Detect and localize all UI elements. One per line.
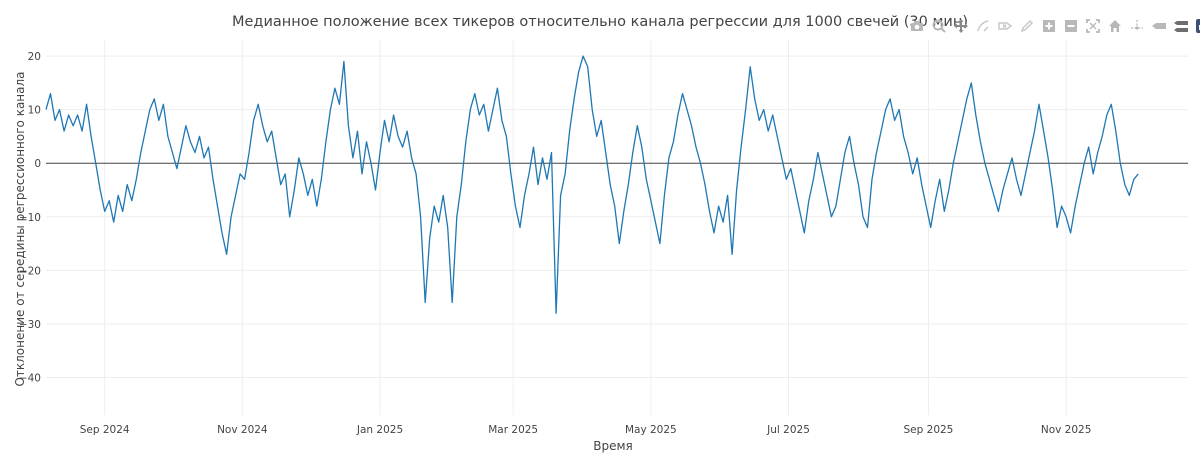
zoom-out-icon <box>1065 20 1077 32</box>
autoscale-button[interactable] <box>1082 16 1104 36</box>
zoom-button[interactable] <box>928 16 950 36</box>
x-tick-label: May 2025 <box>625 424 677 436</box>
y-axis-ticks: 20 10 0 −10 −20 −30 −40 <box>19 51 41 384</box>
x-tick-label: Sep 2024 <box>80 424 130 436</box>
plot-area[interactable] <box>45 55 1139 314</box>
reset-axes-button[interactable] <box>1104 16 1126 36</box>
x-tick-label: Jul 2025 <box>766 424 810 436</box>
spike-lines-button[interactable] <box>1126 16 1148 36</box>
y-tick-label: −40 <box>19 373 41 385</box>
autoscale-icon <box>1086 19 1100 33</box>
x-tick-label: Mar 2025 <box>488 424 538 436</box>
y-tick-label: 0 <box>34 158 41 170</box>
zoom-in-icon <box>1043 20 1055 32</box>
pan-button[interactable] <box>950 16 972 36</box>
plotly-logo-icon <box>1196 19 1200 33</box>
hover-compare-icon <box>1174 21 1188 32</box>
pan-icon <box>954 19 968 33</box>
hover-closest-icon <box>1152 23 1166 29</box>
camera-icon <box>911 21 923 31</box>
modebar <box>906 16 1200 36</box>
y-tick-label: −30 <box>19 319 41 331</box>
x-tick-label: Nov 2024 <box>217 424 268 436</box>
y-tick-label: 10 <box>28 105 41 117</box>
x-gridlines <box>104 40 1067 415</box>
x-axis-title: Время <box>593 439 633 453</box>
y-gridlines <box>46 55 1188 378</box>
x-tick-label: Sep 2025 <box>904 424 954 436</box>
y-tick-label: 20 <box>28 51 41 63</box>
draw-button[interactable] <box>1016 16 1038 36</box>
lasso-select-icon <box>998 22 1013 30</box>
y-tick-label: −20 <box>19 265 41 277</box>
y-axis-title: Отклонение от середины регрессионного ка… <box>13 71 27 386</box>
zoom-icon <box>932 19 946 33</box>
zoom-in-button[interactable] <box>1038 16 1060 36</box>
draw-icon <box>1020 19 1034 33</box>
series-line <box>45 55 1139 314</box>
x-tick-label: Nov 2025 <box>1041 424 1092 436</box>
box-select-icon <box>977 20 989 32</box>
camera-button[interactable] <box>906 16 928 36</box>
chart-title: Медианное положение всех тикеров относит… <box>232 14 968 30</box>
plotly-logo-button[interactable] <box>1192 16 1200 36</box>
spike-lines-icon <box>1131 20 1143 30</box>
y-tick-label: −10 <box>19 212 41 224</box>
hover-closest-button[interactable] <box>1148 16 1170 36</box>
x-axis-ticks: Sep 2024 Nov 2024 Jan 2025 Mar 2025 May 2025… <box>80 424 1092 436</box>
hover-compare-button[interactable] <box>1170 16 1192 36</box>
reset-axes-icon <box>1109 20 1121 32</box>
x-tick-label: Jan 2025 <box>356 424 403 436</box>
lasso-select-button[interactable] <box>994 16 1016 36</box>
box-select-button[interactable] <box>972 16 994 36</box>
zoom-out-button[interactable] <box>1060 16 1082 36</box>
